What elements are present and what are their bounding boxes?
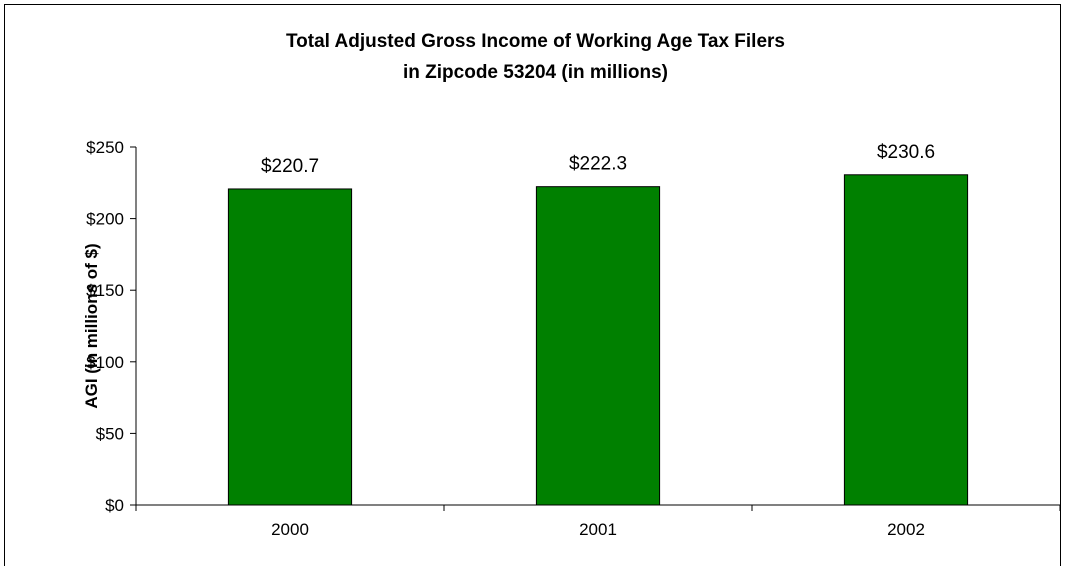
data-label: $230.6 (877, 142, 935, 163)
y-tick-label: $200 (86, 210, 124, 229)
x-tick-label: 2000 (271, 520, 309, 539)
x-tick-label: 2001 (579, 520, 617, 539)
chart-title: Total Adjusted Gross Income of Working A… (285, 31, 785, 52)
x-tick-label: 2002 (887, 520, 925, 539)
data-label: $220.7 (261, 156, 319, 177)
chart-subtitle: in Zipcode 53204 (in millions) (403, 62, 668, 83)
bar-2000 (227, 188, 353, 506)
bar-2001 (535, 186, 661, 506)
y-tick-label: $50 (96, 424, 124, 443)
bar-2002 (843, 174, 969, 506)
y-tick-label: $250 (86, 138, 124, 157)
y-tick-label: $150 (86, 281, 124, 300)
y-tick-label: $100 (86, 353, 124, 372)
y-tick-label: $0 (105, 496, 124, 515)
data-label: $222.3 (569, 154, 627, 175)
